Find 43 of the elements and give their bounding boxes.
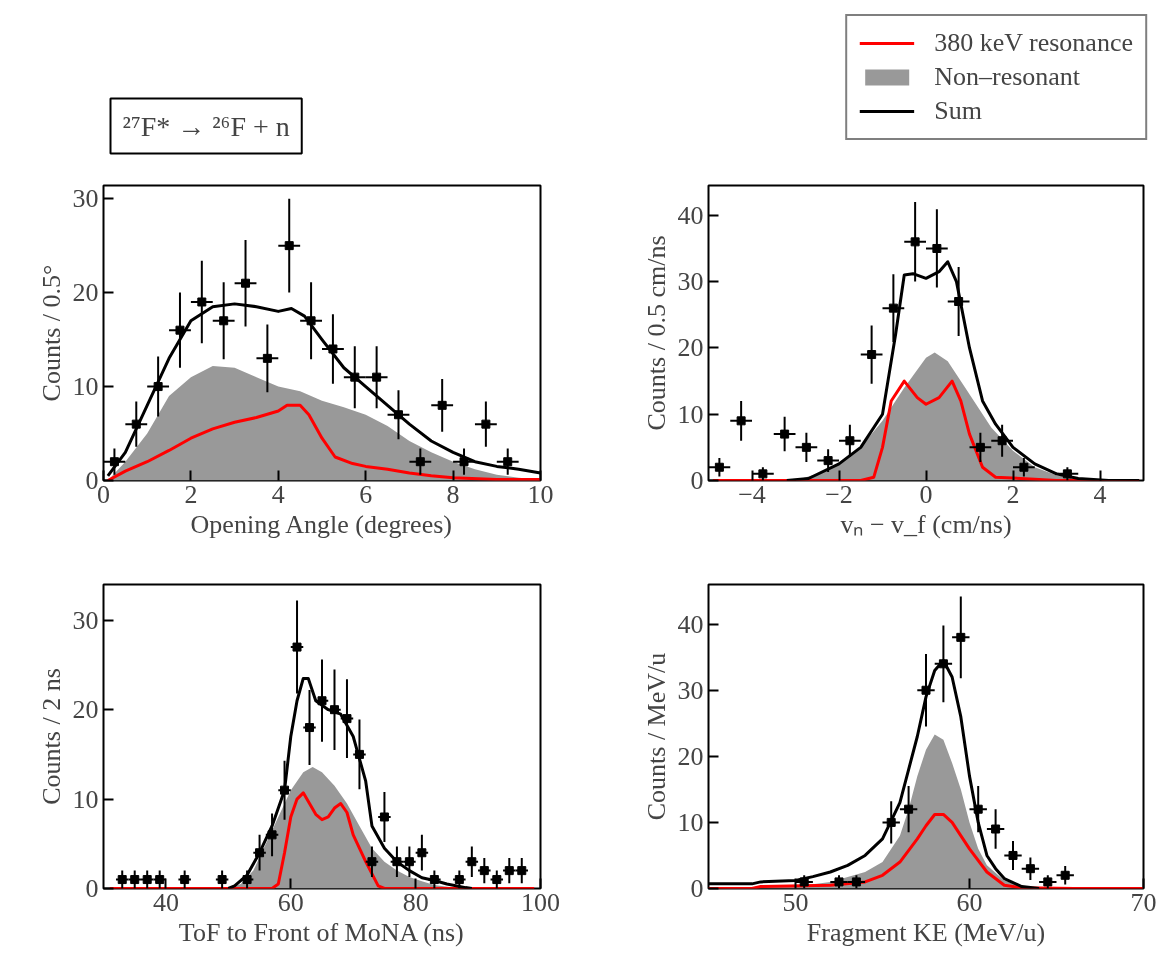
chart-title: ²⁷F* → ²⁶F + n	[122, 110, 290, 142]
x-axis-title: Opening Angle (degrees)	[190, 509, 452, 539]
y-tick-label: 30	[72, 605, 99, 635]
x-tick-label: 4	[271, 479, 285, 509]
y-tick-label: 30	[677, 267, 704, 297]
y-tick-label: 30	[677, 675, 704, 705]
x-axis-title: vₙ − v_f (cm/ns)	[840, 509, 1012, 539]
y-tick-label: 10	[677, 399, 704, 429]
x-tick-label: 2	[1006, 479, 1020, 509]
y-tick-label: 20	[677, 741, 704, 771]
y-axis-title: Counts / 2 ns	[36, 668, 66, 805]
legend-label: Non–resonant	[934, 62, 1081, 92]
y-tick-label: 20	[72, 695, 99, 725]
y-tick-label: 20	[677, 333, 704, 363]
y-tick-label: 20	[72, 278, 99, 308]
x-tick-label: 60	[277, 887, 304, 917]
x-tick-label: 50	[782, 887, 809, 917]
y-axis-title: Counts / MeV/u	[641, 652, 671, 821]
y-axis-title: Counts / 0.5°	[36, 264, 66, 402]
y-tick-label: 10	[72, 372, 99, 402]
y-axis-title: Counts / 0.5 cm/ns	[641, 235, 671, 431]
x-tick-label: 40	[152, 887, 179, 917]
x-tick-label: −4	[738, 479, 766, 509]
x-tick-label: 6	[359, 479, 373, 509]
x-axis-title: ToF to Front of MoNA (ns)	[178, 917, 464, 947]
x-tick-label: 10	[527, 479, 554, 509]
x-tick-label: 8	[446, 479, 460, 509]
x-tick-label: 4	[1093, 479, 1107, 509]
x-tick-label: 2	[184, 479, 198, 509]
y-tick-label: 30	[72, 184, 99, 214]
y-tick-label: 40	[677, 200, 704, 230]
y-tick-label: 10	[72, 784, 99, 814]
x-tick-label: −2	[825, 479, 853, 509]
x-tick-label: 0	[919, 479, 933, 509]
x-axis-title: Fragment KE (MeV/u)	[806, 917, 1046, 947]
legend-label: Sum	[934, 96, 982, 126]
x-tick-label: 80	[402, 887, 429, 917]
legend-label: 380 keV resonance	[934, 28, 1133, 58]
y-tick-label: 40	[677, 609, 704, 639]
x-tick-label: 70	[1130, 887, 1157, 917]
x-tick-label: 60	[956, 887, 983, 917]
y-tick-label: 10	[677, 807, 704, 837]
x-tick-label: 100	[521, 887, 560, 917]
